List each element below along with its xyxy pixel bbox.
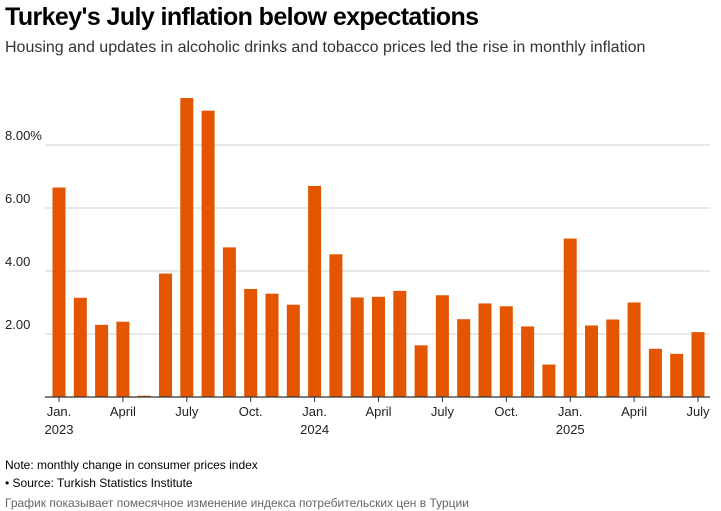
bar-2023-10 bbox=[244, 288, 258, 397]
y-tick-label: 8.00% bbox=[5, 128, 42, 143]
x-tick-label: Jan. bbox=[302, 404, 327, 419]
bar-2023-04 bbox=[116, 321, 130, 397]
bar-chart: 2.00 4.00 6.00 8.00% Jan. 2023 April July Oct. Ja… bbox=[5, 98, 710, 437]
bar-2023-01 bbox=[52, 187, 66, 397]
bar-2025-06 bbox=[670, 353, 684, 397]
x-tick-label: Oct. bbox=[494, 404, 518, 419]
x-tick-label: July bbox=[431, 404, 455, 419]
y-tick-label: 4.00 bbox=[5, 254, 30, 269]
x-tick-label: July bbox=[686, 404, 710, 419]
bar-2024-07 bbox=[435, 295, 449, 397]
bar-2023-05 bbox=[137, 395, 151, 397]
x-tick-label: April bbox=[110, 404, 136, 419]
x-tick-label: April bbox=[365, 404, 391, 419]
x-tick-label: Jan. bbox=[47, 404, 72, 419]
x-tick-year-label: 2025 bbox=[556, 422, 585, 437]
chart-note: Note: monthly change in consumer prices … bbox=[5, 458, 258, 472]
bar-2023-11 bbox=[265, 293, 279, 397]
bar-2025-01 bbox=[563, 238, 577, 397]
bar-2024-12 bbox=[542, 364, 556, 397]
bar-2025-02 bbox=[585, 325, 598, 397]
bar-2023-08 bbox=[201, 110, 215, 397]
bar-2023-03 bbox=[95, 324, 109, 397]
bar-2024-04 bbox=[372, 296, 385, 397]
y-tick-label: 6.00 bbox=[5, 191, 30, 206]
bar-2023-02 bbox=[73, 297, 87, 397]
chart-subtitle: Housing and updates in alcoholic drinks … bbox=[5, 39, 646, 56]
bar-2024-09 bbox=[478, 303, 492, 397]
bar-2025-03 bbox=[606, 319, 620, 397]
bar-2023-07 bbox=[180, 98, 194, 397]
bar-2024-11 bbox=[521, 326, 535, 397]
bar-2025-07 bbox=[691, 332, 705, 397]
x-tick-year-label: 2024 bbox=[300, 422, 329, 437]
bar-2024-05 bbox=[393, 290, 407, 397]
bar-2024-03 bbox=[350, 297, 364, 397]
chart-title: Turkey's July inflation below expectatio… bbox=[5, 3, 479, 31]
x-tick-year-label: 2023 bbox=[45, 422, 74, 437]
bar-2024-08 bbox=[457, 319, 471, 397]
bar-2025-05 bbox=[648, 348, 662, 397]
bar-2023-06 bbox=[159, 273, 172, 397]
y-tick-label: 2.00 bbox=[5, 317, 30, 332]
x-tick-label: Oct. bbox=[239, 404, 263, 419]
chart-caption: График показывает помесячное изменение и… bbox=[5, 496, 469, 510]
bar-2023-09 bbox=[222, 247, 236, 397]
bar-2023-12 bbox=[286, 304, 300, 397]
bar-2025-04 bbox=[627, 302, 641, 397]
chart-source: • Source: Turkish Statistics Institute bbox=[5, 476, 193, 490]
x-tick-label: July bbox=[175, 404, 199, 419]
bar-2024-02 bbox=[329, 254, 343, 397]
x-tick-label: April bbox=[621, 404, 647, 419]
bar-2024-01 bbox=[308, 185, 322, 397]
x-tick-label: Jan. bbox=[558, 404, 583, 419]
bar-2024-10 bbox=[499, 306, 513, 397]
bar-2024-06 bbox=[414, 345, 428, 397]
